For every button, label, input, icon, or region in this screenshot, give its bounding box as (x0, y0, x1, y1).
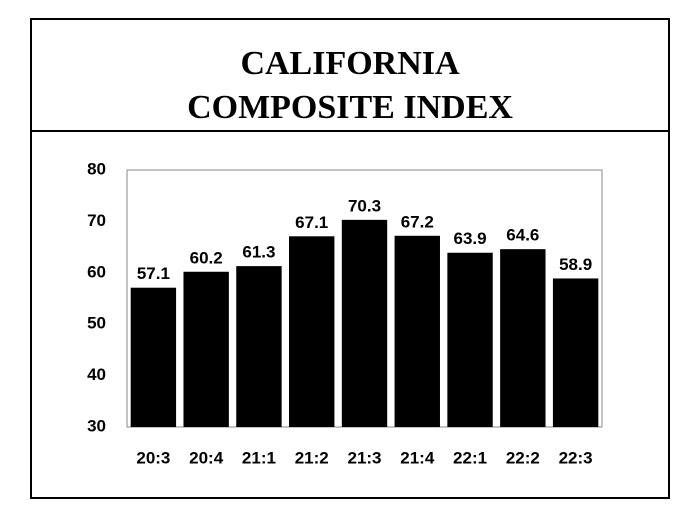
value-label: 64.6 (506, 226, 539, 245)
x-tick-label: 21:4 (400, 448, 435, 467)
value-label: 57.1 (137, 264, 170, 283)
y-tick-label: 50 (87, 314, 106, 333)
x-tick-label: 20:4 (189, 448, 224, 467)
chart-frame: CALIFORNIA COMPOSITE INDEX (30, 18, 670, 499)
y-tick-label: 70 (87, 211, 106, 230)
bar (500, 249, 546, 427)
value-label: 58.9 (559, 255, 592, 274)
x-tick-label: 21:3 (347, 448, 381, 467)
title-rule (32, 130, 668, 132)
y-tick-label: 40 (87, 365, 106, 384)
bar (394, 235, 440, 427)
y-tick-label: 80 (87, 159, 106, 178)
bar (552, 278, 599, 427)
value-label: 67.2 (401, 212, 434, 231)
bar (447, 252, 493, 427)
bar (183, 271, 229, 427)
value-label: 61.3 (242, 243, 275, 262)
chart-title: CALIFORNIA COMPOSITE INDEX (187, 45, 513, 126)
bar (341, 219, 388, 427)
value-label: 63.9 (454, 229, 487, 248)
x-tick-label: 22:2 (506, 448, 540, 467)
x-tick-label: 21:2 (295, 448, 329, 467)
y-tick-label: 30 (87, 416, 106, 435)
value-label: 70.3 (348, 196, 381, 215)
x-tick-label: 22:3 (559, 448, 593, 467)
x-tick-label: 20:3 (136, 448, 170, 467)
value-label: 67.1 (295, 213, 328, 232)
value-label: 60.2 (190, 248, 223, 267)
x-tick-label: 21:1 (242, 448, 276, 467)
y-tick-label: 60 (87, 262, 106, 281)
bar (236, 266, 282, 427)
bar (130, 287, 177, 427)
bar (289, 236, 335, 427)
x-tick-label: 22:1 (453, 448, 487, 467)
